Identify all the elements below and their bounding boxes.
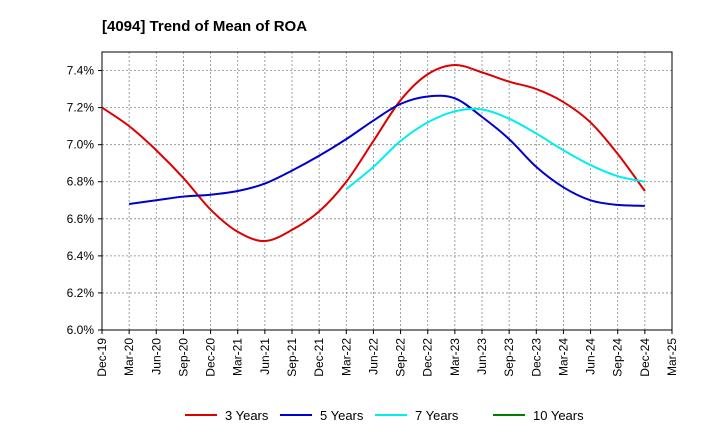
x-tick-label: Mar-20	[122, 338, 136, 376]
x-tick-label: Mar-22	[339, 338, 353, 376]
legend-label-7-years: 7 Years	[415, 408, 459, 423]
legend: 3 Years 5 Years 7 Years 10 Years	[185, 408, 584, 423]
x-tick-label: Jun-21	[258, 338, 272, 375]
series-line-7-years	[345, 107, 646, 190]
legend-label-3-years: 3 Years	[225, 408, 269, 423]
y-tick-label: 6.2%	[67, 286, 95, 300]
series-line-5-years	[129, 94, 645, 207]
x-tick-label: Jun-24	[584, 338, 598, 375]
y-tick-label: 7.0%	[67, 138, 95, 152]
x-tick-label: Dec-24	[638, 338, 652, 377]
y-axis-ticks: 6.0% 6.2% 6.4% 6.6% 6.8% 7.0% 7.2% 7.4%	[67, 64, 102, 337]
x-tick-label: Jun-23	[475, 338, 489, 375]
x-tick-label: Jun-20	[149, 338, 163, 375]
legend-label-10-years: 10 Years	[533, 408, 584, 423]
x-tick-label: Sep-22	[394, 338, 408, 377]
x-tick-label: Sep-20	[176, 338, 190, 377]
series-line-3-years	[101, 63, 646, 243]
x-tick-label: Jun-22	[366, 338, 380, 375]
x-tick-label: Dec-19	[95, 338, 109, 377]
x-tick-label: Mar-25	[665, 338, 679, 376]
y-tick-label: 7.4%	[67, 64, 95, 78]
x-tick-label: Sep-24	[611, 338, 625, 377]
chart-title: [4094] Trend of Mean of ROA	[102, 18, 307, 35]
series-lines	[101, 63, 646, 243]
plot-area-frame	[101, 51, 673, 331]
x-tick-label: Dec-23	[529, 338, 543, 377]
y-tick-label: 6.0%	[67, 323, 95, 337]
x-tick-label: Sep-23	[502, 338, 516, 377]
legend-label-5-years: 5 Years	[320, 408, 364, 423]
y-tick-label: 6.8%	[67, 175, 95, 189]
x-tick-label: Mar-21	[231, 338, 245, 376]
x-tick-label: Dec-22	[421, 338, 435, 377]
x-axis-ticks: Dec-19 Mar-20 Jun-20 Sep-20 Dec-20 Mar-21 Jun-…	[95, 330, 679, 377]
x-tick-label: Mar-24	[556, 338, 570, 376]
y-tick-label: 7.2%	[67, 101, 95, 115]
y-tick-label: 6.6%	[67, 212, 95, 226]
x-tick-label: Dec-20	[204, 338, 218, 377]
x-tick-label: Sep-21	[285, 338, 299, 377]
x-tick-label: Mar-23	[448, 338, 462, 376]
x-tick-label: Dec-21	[312, 338, 326, 377]
y-tick-label: 6.4%	[67, 249, 95, 263]
grid	[102, 52, 672, 330]
